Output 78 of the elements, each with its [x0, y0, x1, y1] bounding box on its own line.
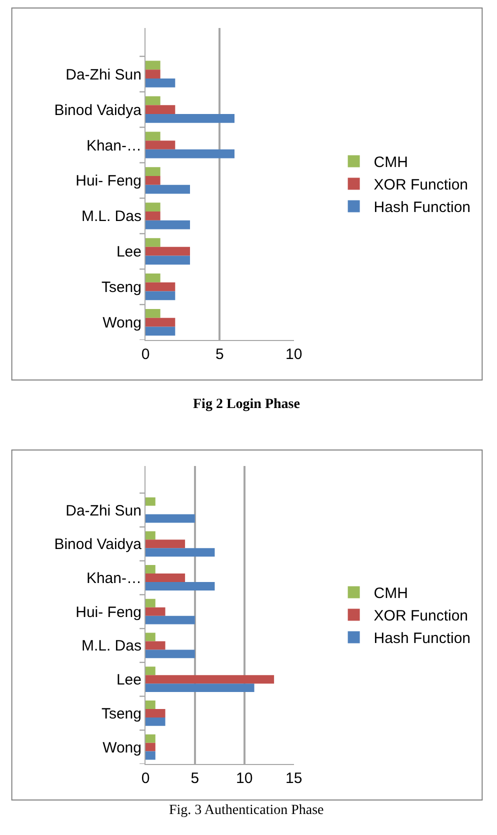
legend-label: CMH	[374, 154, 408, 172]
legend-label: XOR Function	[374, 608, 468, 625]
x-tick-label: 5	[215, 346, 224, 363]
bar	[146, 598, 156, 608]
bar	[146, 708, 166, 718]
bar	[146, 96, 160, 106]
x-tick-label: 0	[141, 346, 150, 363]
bar	[146, 540, 186, 548]
bar	[146, 184, 190, 194]
x-tick-label: 0	[141, 770, 150, 787]
bar	[146, 202, 160, 212]
bar	[146, 666, 156, 676]
y-tick-label: Binod Vaidya	[54, 536, 142, 554]
bar	[146, 734, 156, 743]
bar	[146, 78, 176, 88]
bar	[146, 211, 160, 220]
bar	[146, 497, 156, 506]
bar	[146, 308, 160, 318]
bar	[146, 282, 176, 292]
bar	[146, 326, 176, 336]
legend-label: CMH	[374, 585, 408, 602]
bar	[146, 70, 160, 79]
bar	[146, 632, 156, 642]
bar	[146, 167, 160, 176]
bar	[146, 675, 274, 684]
bar	[146, 114, 234, 123]
bar	[146, 641, 166, 650]
x-tick-label: 5	[190, 770, 200, 787]
legend-label: Hash Function	[374, 630, 471, 648]
bar	[146, 717, 166, 726]
y-tick-label: Lee	[116, 244, 142, 261]
bar	[146, 246, 190, 256]
bar	[146, 751, 156, 760]
bar	[146, 274, 160, 282]
text: Fig 2 Login Phase	[193, 397, 300, 412]
bar	[146, 574, 186, 582]
bar	[146, 256, 190, 265]
bar	[146, 60, 160, 70]
y-tick-label: M.L. Das	[81, 208, 142, 226]
y-tick-label: Hui- Feng	[76, 604, 142, 621]
y-tick-label: Da-Zhi Sun	[66, 66, 142, 84]
x-tick-label: 15	[285, 770, 302, 787]
y-tick-label: Wong	[102, 314, 142, 332]
bar	[146, 742, 156, 752]
bar	[146, 700, 156, 709]
y-tick-label: Khan-…	[86, 137, 142, 154]
y-tick-label: Binod Vaidya	[54, 102, 142, 119]
y-tick-label: Da-Zhi Sun	[66, 502, 142, 520]
bar	[146, 105, 176, 114]
bar	[146, 238, 160, 247]
text: Fig. 3 Authentication Phase	[169, 803, 324, 818]
y-tick-label: Hui- Feng	[76, 172, 142, 190]
bar	[146, 650, 195, 658]
legend-label: XOR Function	[374, 176, 468, 194]
bar	[146, 318, 176, 327]
bar	[146, 531, 156, 540]
bar	[146, 565, 156, 574]
y-tick-label: M.L. Das	[81, 638, 142, 655]
x-tick-label: 10	[285, 346, 302, 363]
bar	[146, 132, 160, 141]
legend-label: Hash Function	[374, 199, 471, 216]
bar	[146, 616, 195, 624]
bar	[146, 220, 190, 230]
bar	[146, 607, 166, 616]
y-tick-label: Tseng	[101, 279, 142, 296]
bar	[146, 684, 254, 692]
bar	[146, 149, 234, 158]
bar	[146, 582, 215, 590]
bar	[146, 176, 160, 185]
y-tick-label: Tseng	[101, 705, 142, 722]
x-tick-label: 10	[236, 770, 253, 787]
y-tick-label: Lee	[116, 672, 142, 689]
bar	[146, 291, 176, 300]
bar	[146, 514, 195, 523]
y-tick-label: Wong	[102, 739, 142, 756]
bar	[146, 140, 176, 150]
y-tick-label: Khan-…	[86, 570, 142, 587]
bar	[146, 548, 215, 557]
